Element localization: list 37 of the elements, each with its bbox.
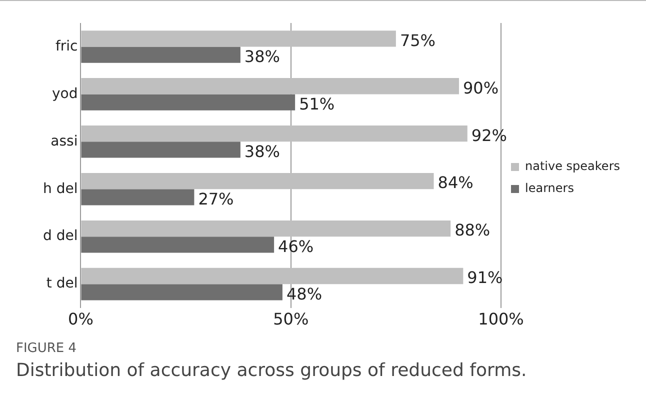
- x-tick-label: 100%: [478, 310, 524, 329]
- data-label: 92%: [471, 126, 507, 145]
- bar: [81, 268, 464, 284]
- data-label: 90%: [462, 78, 499, 98]
- y-tick-label: fric: [55, 38, 78, 54]
- data-label: 38%: [244, 46, 280, 66]
- y-tick-label: d del: [42, 228, 78, 244]
- bar: [81, 46, 240, 63]
- x-tick-label: 0%: [68, 310, 94, 329]
- text: Distribution of accuracy across groups of reduced forms.: [16, 360, 528, 381]
- bar: [81, 220, 451, 237]
- data-label: 48%: [286, 284, 322, 304]
- bar: [81, 78, 459, 94]
- y-tick-label: yod: [52, 86, 78, 102]
- x-tick-label: 50%: [273, 310, 309, 329]
- legend-label: native speakers: [525, 159, 620, 174]
- caption: FIGURE 4: [16, 341, 78, 356]
- y-tick-label: assi: [50, 133, 78, 150]
- legend-label: learners: [525, 181, 574, 196]
- data-label: 51%: [299, 94, 335, 114]
- bar: [81, 94, 296, 110]
- data-label: 91%: [467, 268, 503, 288]
- bar: [81, 142, 240, 158]
- bar: [81, 126, 468, 142]
- data-label: 46%: [278, 236, 314, 256]
- y-tick-label: t del: [46, 276, 78, 292]
- y-tick-label: h del: [43, 180, 78, 197]
- data-label: 88%: [454, 220, 490, 240]
- data-label: 27%: [198, 189, 234, 208]
- data-label: 84%: [438, 173, 474, 192]
- bar: [81, 189, 194, 206]
- data-label: 38%: [244, 142, 280, 161]
- bar: [81, 284, 282, 300]
- bar: [81, 30, 396, 47]
- bar: [81, 236, 274, 253]
- bar: [81, 172, 434, 190]
- data-label: 75%: [400, 30, 436, 50]
